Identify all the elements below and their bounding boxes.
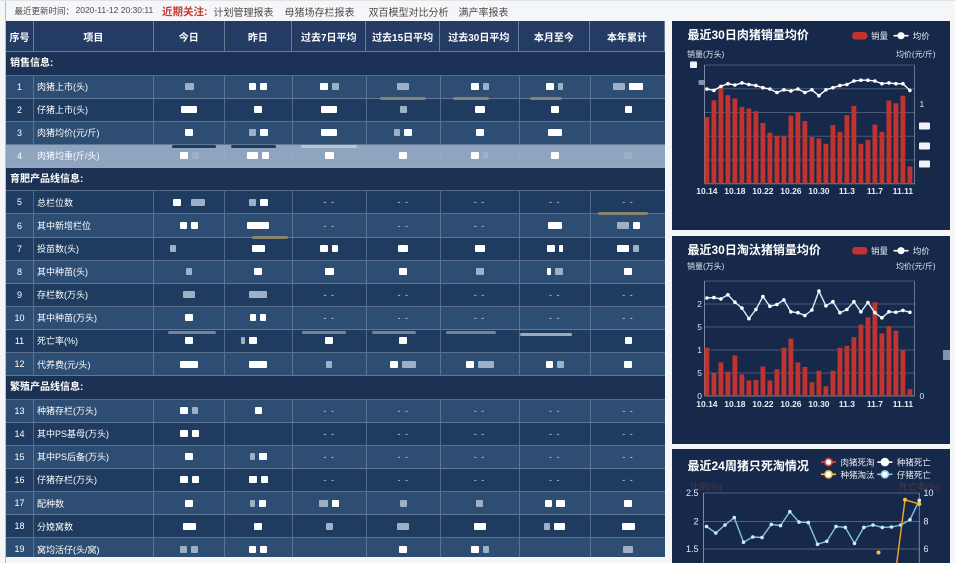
- svg-text:1.5: 1.5: [685, 544, 698, 554]
- svg-text:10.18: 10.18: [724, 186, 746, 196]
- svg-text:10.30: 10.30: [808, 186, 830, 196]
- svg-text:0: 0: [919, 391, 924, 401]
- svg-text:肉猪死淘: 肉猪死淘: [840, 457, 874, 467]
- svg-text:10: 10: [923, 488, 933, 498]
- svg-text:1: 1: [919, 99, 924, 109]
- svg-text:5: 5: [697, 322, 702, 332]
- svg-text:10.22: 10.22: [752, 399, 774, 409]
- svg-text:10.30: 10.30: [808, 399, 830, 409]
- svg-text:1: 1: [697, 345, 702, 355]
- svg-text:11.7: 11.7: [866, 186, 882, 196]
- svg-text:11.3: 11.3: [838, 399, 854, 409]
- svg-text:8: 8: [923, 516, 928, 526]
- svg-text:种猪死亡: 种猪死亡: [896, 457, 931, 467]
- svg-text:10.18: 10.18: [724, 399, 746, 409]
- svg-text:销量(万头): 销量(万头): [687, 49, 725, 59]
- svg-text:最近30日肉猪销量均价: 最近30日肉猪销量均价: [687, 27, 808, 42]
- svg-text:6: 6: [923, 544, 928, 554]
- svg-text:最近24周猪只死淘情况: 最近24周猪只死淘情况: [687, 458, 808, 473]
- svg-text:0: 0: [697, 391, 702, 401]
- svg-text:5: 5: [697, 368, 702, 378]
- svg-text:10.26: 10.26: [780, 399, 802, 409]
- svg-text:销量(万头): 销量(万头): [687, 261, 725, 271]
- svg-text:10.14: 10.14: [696, 186, 718, 196]
- svg-text:死亡率(%): 死亡率(%): [899, 481, 940, 492]
- svg-text:2: 2: [697, 299, 702, 309]
- svg-text:均价(元/斤): 均价(元/斤): [895, 261, 935, 271]
- svg-text:均价(元/斤): 均价(元/斤): [895, 49, 935, 59]
- svg-text:2: 2: [693, 516, 698, 526]
- svg-text:11.11: 11.11: [892, 186, 913, 196]
- svg-text:10.26: 10.26: [780, 186, 802, 196]
- svg-text:11.3: 11.3: [838, 186, 854, 196]
- svg-text:仔猪死亡: 仔猪死亡: [896, 469, 931, 479]
- svg-text:2.5: 2.5: [685, 488, 698, 498]
- svg-text:10.14: 10.14: [696, 399, 718, 409]
- svg-text:11.7: 11.7: [866, 399, 882, 409]
- svg-text:10.22: 10.22: [752, 186, 774, 196]
- svg-text:均价: 均价: [912, 246, 930, 256]
- svg-text:种猪淘汰: 种猪淘汰: [840, 469, 875, 479]
- svg-text:均价: 均价: [912, 31, 930, 41]
- svg-text:销量: 销量: [871, 31, 889, 41]
- svg-text:11.11: 11.11: [892, 399, 913, 409]
- svg-text:销量: 销量: [871, 246, 889, 256]
- svg-text:最近30日淘汰猪销量均价: 最近30日淘汰猪销量均价: [687, 242, 820, 257]
- svg-text:比例(%): 比例(%): [690, 481, 722, 492]
